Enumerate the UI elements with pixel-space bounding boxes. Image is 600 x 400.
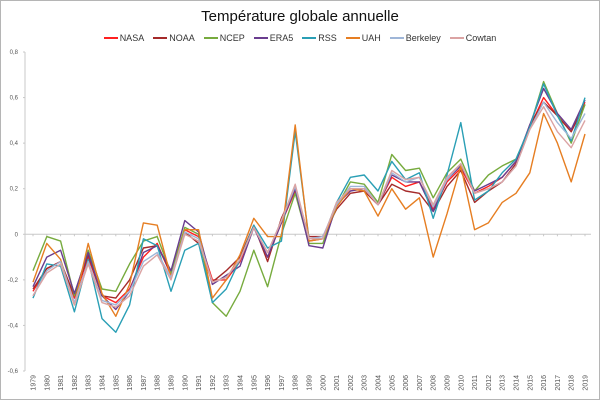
legend-label: UAH [361, 33, 381, 43]
x-tick-label: 2002 [348, 375, 355, 391]
x-tick-label: 1994 [238, 375, 245, 391]
x-tick-label: 1999 [307, 375, 314, 391]
legend-swatch [203, 37, 218, 39]
x-tick-label: 1986 [127, 375, 134, 391]
x-tick-label: 1981 [58, 375, 65, 391]
x-tick-label: 2005 [389, 375, 396, 391]
x-tick-label: 2003 [362, 375, 369, 391]
legend-label: NCEP [219, 33, 245, 43]
legend-swatch [253, 37, 268, 39]
legend-item-rss: RSS [302, 33, 337, 43]
series-line-noaa [32, 101, 586, 299]
legend-swatch [103, 37, 118, 39]
x-tick-label: 2009 [445, 375, 452, 391]
x-tick-label: 1984 [100, 375, 107, 391]
x-tick-label: 1998 [293, 375, 300, 391]
legend: NASA NOAA NCEP ERA5 RSS UAH Berkeley Cowtan [1, 33, 599, 43]
x-tick-label: 2008 [431, 375, 438, 391]
series-line-rss [32, 83, 586, 333]
legend-item-ncep: NCEP [203, 33, 245, 43]
legend-swatch [389, 37, 404, 39]
x-tick-label: 1993 [224, 375, 231, 391]
x-tick-label: 2016 [541, 375, 548, 391]
series-line-era5 [32, 87, 586, 311]
x-tick-label: 2000 [320, 375, 327, 391]
x-tick-label: 2010 [458, 375, 465, 391]
legend-label: NOAA [169, 33, 195, 43]
x-tick-label: 1995 [251, 375, 258, 391]
x-tick-label: 2011 [472, 375, 479, 390]
y-tick-label: -0,2 [8, 278, 19, 284]
x-tick-label: 2013 [500, 375, 507, 391]
chart-title: Température globale annuelle [201, 8, 399, 25]
legend-swatch [345, 37, 360, 39]
x-tick-label: 2017 [555, 375, 562, 391]
x-tick-label: 2014 [514, 375, 521, 391]
legend-item-era5: ERA5 [253, 33, 294, 43]
series-line-ncep [32, 80, 586, 317]
legend-item-noaa: NOAA [153, 33, 195, 43]
x-tick-label: 2015 [527, 375, 534, 391]
legend-label: ERA5 [269, 33, 294, 43]
legend-swatch [302, 37, 317, 39]
x-tick-label: 2007 [417, 375, 424, 391]
legend-label: Berkeley [405, 33, 441, 43]
x-tick-label: 1996 [265, 375, 272, 391]
x-tick-label: 1989 [169, 375, 176, 391]
legend-swatch [153, 37, 168, 39]
legend-item-nasa: NASA [103, 33, 145, 43]
x-tick-label: 2019 [583, 375, 590, 391]
x-tick-label: 1990 [182, 375, 189, 391]
x-tick-label: 2001 [334, 375, 341, 391]
legend-item-uah: UAH [345, 33, 381, 43]
x-tick-label: 1987 [141, 375, 148, 391]
y-tick-label: -0,4 [8, 323, 19, 329]
legend-label: Cowtan [465, 33, 497, 43]
series-line-cowtan [32, 105, 586, 308]
series-line-nasa [32, 96, 586, 304]
x-tick-label: 2012 [486, 375, 493, 391]
x-tick-label: 1997 [279, 375, 286, 391]
x-tick-label: 1985 [113, 375, 120, 391]
legend-item-berkeley: Berkeley [389, 33, 441, 43]
series-line-uah [32, 112, 586, 317]
x-tick-label: 2018 [569, 375, 576, 391]
legend-item-cowtan: Cowtan [449, 33, 497, 43]
x-tick-label: 1992 [210, 375, 217, 391]
y-tick-label: 0,6 [10, 96, 19, 102]
x-tick-label: 1988 [155, 375, 162, 391]
y-tick-label: 0 [15, 232, 19, 238]
legend-label: NASA [119, 33, 145, 43]
y-tick-label: 0,8 [10, 50, 19, 56]
x-tick-label: 1983 [86, 375, 93, 391]
x-tick-label: 2004 [376, 375, 383, 391]
legend-label: RSS [318, 33, 337, 43]
x-tick-label: 2006 [403, 375, 410, 391]
y-tick-label: 0,4 [10, 141, 19, 147]
x-tick-label: 1980 [44, 375, 51, 391]
x-tick-label: 1991 [196, 375, 203, 391]
x-tick-label: 1979 [31, 375, 38, 391]
y-tick-label: -0,6 [8, 369, 19, 375]
legend-swatch [449, 37, 464, 39]
x-tick-label: 1982 [72, 375, 79, 391]
y-tick-label: 0,2 [10, 187, 19, 193]
